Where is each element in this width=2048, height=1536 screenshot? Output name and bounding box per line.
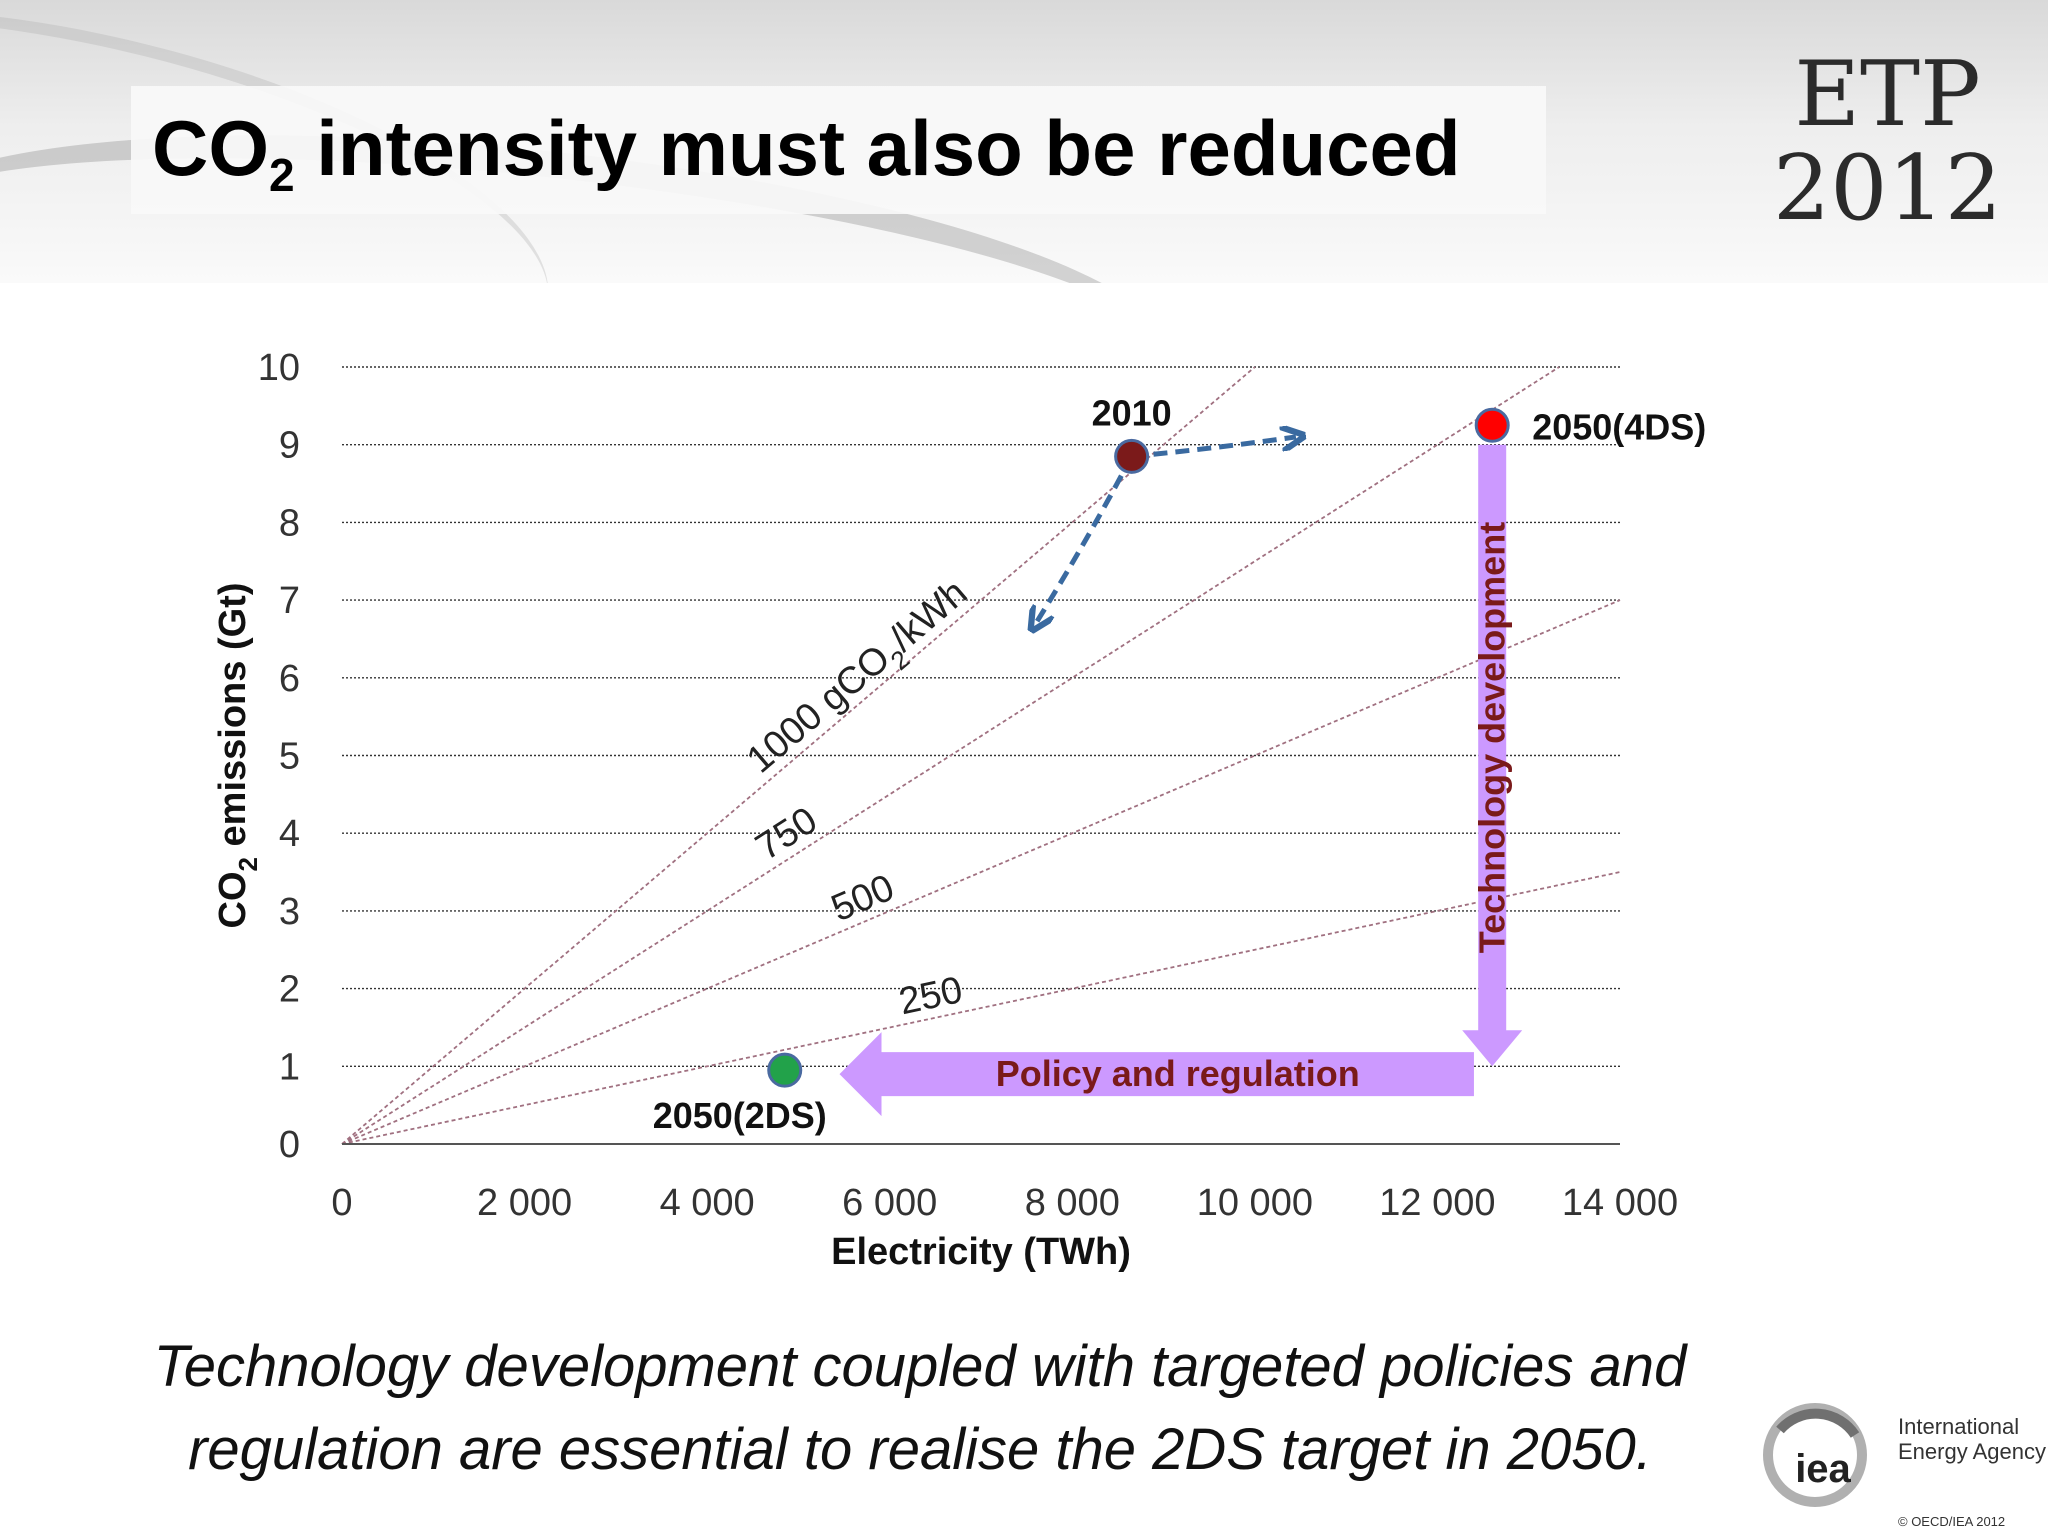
y-tick-label: 1 — [279, 1046, 300, 1088]
tech-arrow — [1462, 444, 1523, 1067]
y-tick-label: 8 — [279, 502, 300, 544]
caption-line1: Technology development coupled with targ… — [153, 1334, 1687, 1399]
gridlines — [342, 366, 1620, 1068]
y-tick-label: 7 — [279, 580, 300, 622]
iea-logo-arc-icon — [1776, 1408, 1860, 1438]
intensity-line — [341, 599, 1621, 1145]
intensity-line — [341, 871, 1621, 1145]
direction-arrow — [1131, 437, 1296, 459]
direction-arrows — [1036, 437, 1296, 623]
x-axis-title: Electricity (TWh) — [831, 1231, 1131, 1273]
etp-logo-line2: 2012 — [1772, 136, 2003, 241]
y-tick-label: 10 — [258, 347, 300, 389]
intensity-line — [341, 366, 1256, 1145]
iea-logo: iea — [1763, 1403, 1867, 1507]
y-tick-label: 5 — [279, 736, 300, 778]
policy-arrow — [839, 1032, 1474, 1117]
copyright: © OECD/IEA 2012 — [1898, 1514, 2006, 1529]
y-axis-title-suffix: emissions (Gt) — [212, 583, 254, 858]
title-prefix: CO — [152, 104, 269, 192]
data-point — [1474, 407, 1510, 443]
y-tick-label: 6 — [279, 658, 300, 700]
y-axis-title-subscript: 2 — [233, 857, 263, 871]
intensity-label-prefix: 1000 gCO — [739, 637, 898, 781]
intensity-label: 750 — [749, 799, 825, 869]
page-title: CO2 intensity must also be reduced — [152, 98, 1461, 198]
intensity-label: 250 — [895, 969, 966, 1023]
x-tick-label: 4 000 — [660, 1182, 755, 1224]
y-tick-label: 9 — [279, 425, 300, 467]
data-points — [767, 407, 1510, 1088]
iea-name-line1: International — [1898, 1414, 2020, 1439]
point-label: 2010 — [1092, 392, 1172, 433]
y-tick-label: 4 — [279, 813, 300, 855]
y-tick-label: 2 — [279, 969, 300, 1011]
intensity-line — [341, 366, 1560, 1145]
y-axis-title: CO2 emissions (Gt) — [212, 583, 263, 929]
intensity-label: 1000 gCO2/kWh — [739, 572, 981, 789]
title-box — [131, 86, 1546, 214]
title-suffix: intensity must also be reduced — [294, 104, 1461, 192]
y-tick-label: 0 — [279, 1124, 300, 1166]
title-subscript: 2 — [269, 149, 295, 201]
tech-arrow-label: Technology development — [1472, 522, 1513, 953]
etp-logo-line1: ETP — [1794, 42, 1981, 147]
x-tick-label: 0 — [331, 1182, 352, 1224]
x-tick-label: 12 000 — [1379, 1182, 1495, 1224]
co2-intensity-chart: Technology development Policy and regulat… — [212, 347, 1706, 1273]
policy-arrow-label: Policy and regulation — [996, 1053, 1360, 1094]
iea-logo-text: iea — [1795, 1447, 1851, 1491]
x-tick-label: 14 000 — [1562, 1182, 1678, 1224]
data-point — [767, 1052, 803, 1088]
caption-line2: regulation are essential to realise the … — [188, 1417, 1652, 1482]
annotation-arrows: Technology development Policy and regulat… — [839, 444, 1523, 1117]
x-tick-label: 6 000 — [842, 1182, 937, 1224]
x-tick-label: 10 000 — [1197, 1182, 1313, 1224]
x-tick-label: 8 000 — [1025, 1182, 1120, 1224]
etp-logo: ETP 2012 — [1760, 48, 2015, 236]
y-axis-title-prefix: CO — [212, 871, 254, 928]
point-label: 2050(4DS) — [1532, 406, 1706, 447]
point-label: 2050(2DS) — [653, 1095, 827, 1136]
direction-arrow — [1036, 455, 1134, 623]
iea-logo-ring-icon — [1763, 1403, 1867, 1507]
intensity-lines — [341, 366, 1621, 1145]
iea-name-line2: Energy Agency — [1898, 1439, 2046, 1464]
caption: Technology development coupled with targ… — [60, 1325, 1780, 1491]
intensity-label: 500 — [825, 867, 900, 930]
iea-name: International Energy Agency — [1898, 1414, 2046, 1464]
y-tick-label: 3 — [279, 891, 300, 933]
x-tick-label: 2 000 — [477, 1182, 572, 1224]
data-point — [1114, 438, 1150, 474]
